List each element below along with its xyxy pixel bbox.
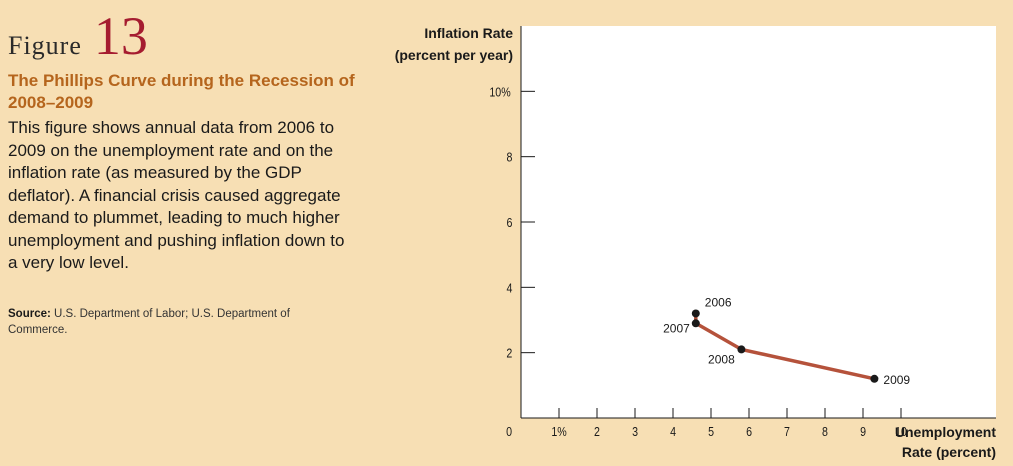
phillips-curve-line xyxy=(694,311,877,381)
data-point-2009 xyxy=(870,374,879,383)
x-tick-label: 10 xyxy=(895,424,907,439)
figure-source: Source: U.S. Department of Labor; U.S. D… xyxy=(8,306,338,338)
x-axis-title-line-1: Unemployment xyxy=(895,424,996,440)
data-point-2006 xyxy=(691,309,700,318)
x-tick-label: 7 xyxy=(784,424,790,439)
x-tick-label: 6 xyxy=(746,424,752,439)
y-tick-label: 10% xyxy=(489,84,511,99)
source-text: U.S. Department of Labor; U.S. Departmen… xyxy=(8,308,290,336)
x-tick-label: 5 xyxy=(708,424,714,439)
point-label-2009: 2009 xyxy=(883,373,910,387)
x-tick-label: 9 xyxy=(860,424,866,439)
point-label-2007: 2007 xyxy=(663,321,690,335)
figure-title: The Phillips Curve during the Recession … xyxy=(8,71,355,112)
y-ticks: 2 4 6 8 10% xyxy=(489,84,535,361)
x-tick-label: 4 xyxy=(670,424,676,439)
data-point-2007 xyxy=(691,319,700,328)
y-tick-label: 6 xyxy=(506,215,512,230)
plot-area xyxy=(521,26,996,418)
source-label: Source: xyxy=(8,308,51,320)
y-axis-title-line-2: (percent per year) xyxy=(395,47,513,63)
figure-number: 13 xyxy=(93,6,148,66)
x-tick-label: 3 xyxy=(632,424,638,439)
y-tick-label: 2 xyxy=(506,346,512,361)
y-axis-title-line-1: Inflation Rate xyxy=(424,25,513,41)
point-label-2008: 2008 xyxy=(708,352,735,366)
figure-word: Figure xyxy=(8,31,82,60)
origin-label: 0 xyxy=(506,424,512,439)
series-group: 2006 2007 2008 2009 xyxy=(663,295,910,386)
y-tick-label: 8 xyxy=(506,150,512,165)
point-label-2006: 2006 xyxy=(705,295,732,309)
y-tick-label: 4 xyxy=(506,280,512,295)
x-tick-label: 8 xyxy=(822,424,828,439)
x-axis-title-line-2: Rate (percent) xyxy=(902,444,996,460)
x-tick-label: 2 xyxy=(594,424,600,439)
data-point-2008 xyxy=(737,345,746,354)
figure-description: This figure shows annual data from 2006 … xyxy=(8,118,345,272)
x-ticks: 1% 2 3 4 5 6 7 8 9 10 xyxy=(551,408,907,439)
figure-label: Figure 13 xyxy=(8,6,148,66)
x-tick-label: 1% xyxy=(551,424,567,439)
